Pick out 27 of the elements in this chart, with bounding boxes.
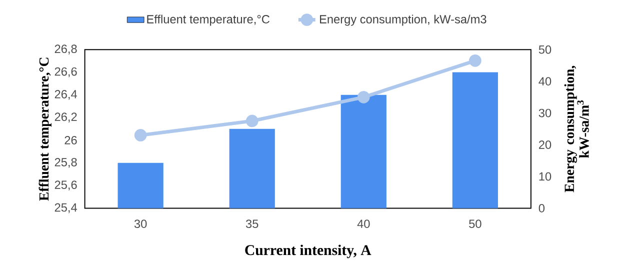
point	[357, 91, 370, 104]
y2-tick-label: 30	[538, 109, 552, 118]
y-tick-label: 26,6	[54, 68, 77, 78]
point	[468, 54, 482, 68]
x-tick-label: 30	[134, 220, 147, 228]
y2-tick-label: 0	[538, 204, 545, 213]
legend-label: Effluent temperature,°C	[147, 14, 270, 26]
y-tick-label: 25,8	[54, 158, 77, 168]
x-tick-label: 40	[357, 220, 370, 228]
y-tick-label: 26	[64, 136, 77, 145]
y-tick-label: 26,2	[54, 112, 77, 123]
legend-label: Energy consumption, kW-sa/m3	[320, 14, 486, 26]
y-tick-label: 26,4	[54, 90, 77, 100]
y2-axis-title: Energy consumption, kW-sa/m$^{3}$	[564, 66, 589, 192]
point	[134, 129, 147, 142]
y-tick-label: 26,8	[54, 44, 77, 55]
y2-tick-label: 20	[538, 140, 552, 150]
y-axis-title: Effluent temperature,°C	[38, 58, 52, 201]
x-axis-title: Current intensity, A	[245, 244, 372, 258]
y2-tick-label: 40	[538, 77, 552, 86]
y-tick-label: 25,6	[54, 180, 77, 191]
y-tick-label: 25,4	[54, 203, 77, 214]
y2-tick-label: 50	[538, 46, 552, 54]
y2-tick-label: 10	[539, 172, 552, 181]
x-tick-label: 35	[246, 220, 258, 228]
x-tick-label: 50	[469, 220, 482, 228]
point	[246, 114, 258, 128]
